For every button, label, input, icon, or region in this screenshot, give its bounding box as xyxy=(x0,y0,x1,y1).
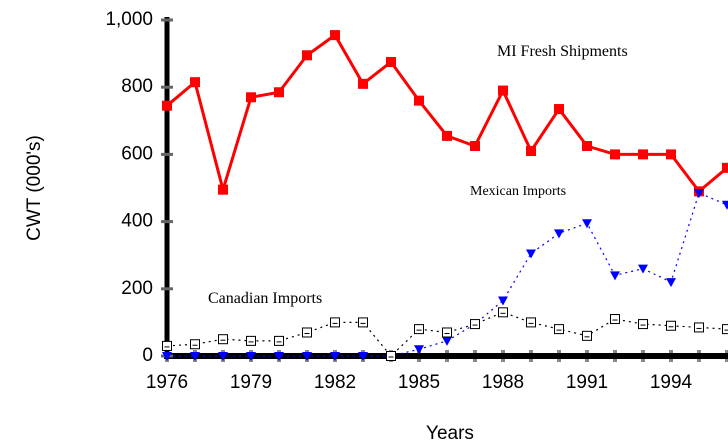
point xyxy=(358,317,368,328)
point xyxy=(218,334,228,345)
y-tick-label: 600 xyxy=(121,143,153,164)
series-line xyxy=(166,32,728,196)
point xyxy=(694,322,704,333)
point xyxy=(162,340,172,351)
series-annotation: Mexican Imports xyxy=(470,184,566,199)
point xyxy=(330,352,340,361)
point xyxy=(498,307,508,318)
y-tick-label: 200 xyxy=(121,278,153,299)
point xyxy=(274,87,284,98)
point xyxy=(498,296,508,306)
point xyxy=(722,324,728,335)
x-tick-label: 1985 xyxy=(398,372,440,393)
point xyxy=(190,339,200,350)
y-tick-label: 400 xyxy=(121,211,153,232)
y-tick-label: 1,000 xyxy=(105,9,153,30)
point xyxy=(302,327,312,338)
point xyxy=(638,264,648,274)
x-tick-label: 1979 xyxy=(230,372,272,393)
point xyxy=(554,324,564,335)
x-axis-label: Years xyxy=(426,423,474,444)
point xyxy=(246,92,256,103)
y-axis-label: CWT (000's) xyxy=(24,135,45,241)
y-tick-label: 800 xyxy=(121,76,153,97)
point xyxy=(162,100,172,111)
x-tick-label: 1991 xyxy=(566,372,608,393)
point xyxy=(218,184,228,195)
point xyxy=(666,278,676,288)
x-tick-label: 1976 xyxy=(146,372,188,393)
point xyxy=(414,95,424,106)
point xyxy=(610,314,620,325)
point xyxy=(330,317,340,328)
point xyxy=(666,149,676,160)
point xyxy=(190,352,200,361)
point xyxy=(302,352,312,361)
point xyxy=(190,77,200,88)
point xyxy=(526,317,536,328)
x-tick-label: 1994 xyxy=(650,372,693,393)
point xyxy=(666,320,676,331)
point xyxy=(610,271,620,281)
point xyxy=(526,249,536,259)
point xyxy=(386,57,396,67)
point xyxy=(246,335,256,346)
point xyxy=(414,324,424,335)
point xyxy=(470,141,480,151)
point xyxy=(274,352,284,361)
x-tick-label: 1988 xyxy=(482,372,524,393)
point xyxy=(330,30,340,41)
point xyxy=(218,352,228,361)
point xyxy=(442,327,452,338)
point xyxy=(638,149,648,160)
point xyxy=(610,149,620,160)
point xyxy=(246,352,256,361)
point xyxy=(162,352,172,361)
point xyxy=(442,336,452,346)
point xyxy=(498,85,508,96)
point xyxy=(526,146,536,157)
point xyxy=(638,319,648,330)
point xyxy=(582,219,592,229)
point xyxy=(582,141,592,151)
point xyxy=(694,189,704,199)
point xyxy=(582,330,592,341)
series-annotation: MI Fresh Shipments xyxy=(497,43,628,60)
series-annotation: Canadian Imports xyxy=(208,290,322,307)
point xyxy=(554,229,564,239)
point xyxy=(722,200,728,210)
point xyxy=(470,319,480,330)
point xyxy=(358,78,368,89)
y-tick-label: 0 xyxy=(142,345,153,366)
point xyxy=(554,104,564,115)
point xyxy=(414,345,424,355)
point xyxy=(386,351,396,361)
point xyxy=(722,162,728,173)
x-tick-label: 1982 xyxy=(314,372,356,393)
point xyxy=(302,50,312,61)
point xyxy=(442,130,452,141)
point xyxy=(358,352,368,361)
point xyxy=(274,335,284,346)
